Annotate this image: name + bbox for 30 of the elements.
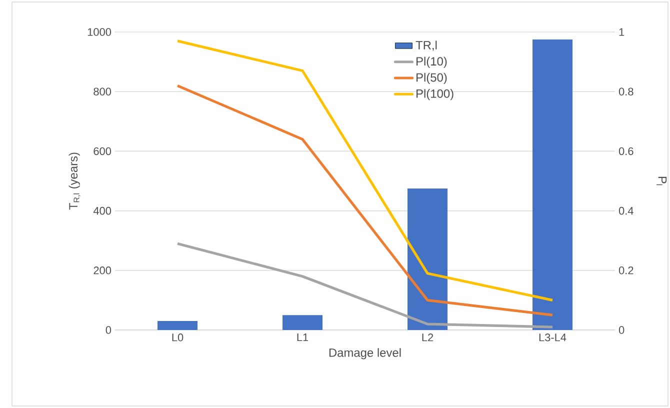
x-axis-title: Damage level bbox=[329, 348, 401, 360]
y-tick-label: 0 bbox=[106, 326, 112, 334]
legend-label: Pl(100) bbox=[416, 89, 454, 100]
y-tick-label: 200 bbox=[94, 266, 112, 274]
y2-tick-label: 0.2 bbox=[618, 266, 634, 274]
bar bbox=[282, 315, 323, 330]
y2-tick-label: 0.8 bbox=[618, 88, 634, 96]
x-tick-label: L0 bbox=[172, 334, 184, 342]
y2-axis-title: P$_{l}$ bbox=[656, 176, 667, 186]
y-tick-label: 600 bbox=[94, 147, 112, 156]
y2-tick-label: 0.6 bbox=[618, 147, 634, 156]
y-tick-label: 1000 bbox=[88, 28, 112, 36]
legend-label: Pl(10) bbox=[416, 56, 447, 68]
y2-tick-label: 0 bbox=[618, 326, 624, 334]
x-tick-label: L3-L4 bbox=[539, 334, 566, 342]
line-series bbox=[176, 40, 554, 302]
y2-tick-label: 0.4 bbox=[618, 206, 634, 215]
y-tick-label: 800 bbox=[94, 88, 112, 96]
bar bbox=[408, 188, 448, 330]
y-axis-title: T$_{R,l}$ (years) bbox=[68, 152, 80, 210]
legend-label: Pl(50) bbox=[416, 72, 447, 84]
x-tick-label: L1 bbox=[297, 334, 308, 342]
bar bbox=[532, 39, 573, 330]
line-series bbox=[176, 84, 554, 316]
y-tick-label: 400 bbox=[93, 206, 112, 215]
legend-label: TR,l bbox=[416, 40, 437, 51]
x-tick-label: L2 bbox=[422, 334, 434, 342]
bar bbox=[158, 321, 198, 330]
line-series bbox=[176, 242, 554, 328]
y2-tick-label: 1 bbox=[619, 28, 624, 36]
